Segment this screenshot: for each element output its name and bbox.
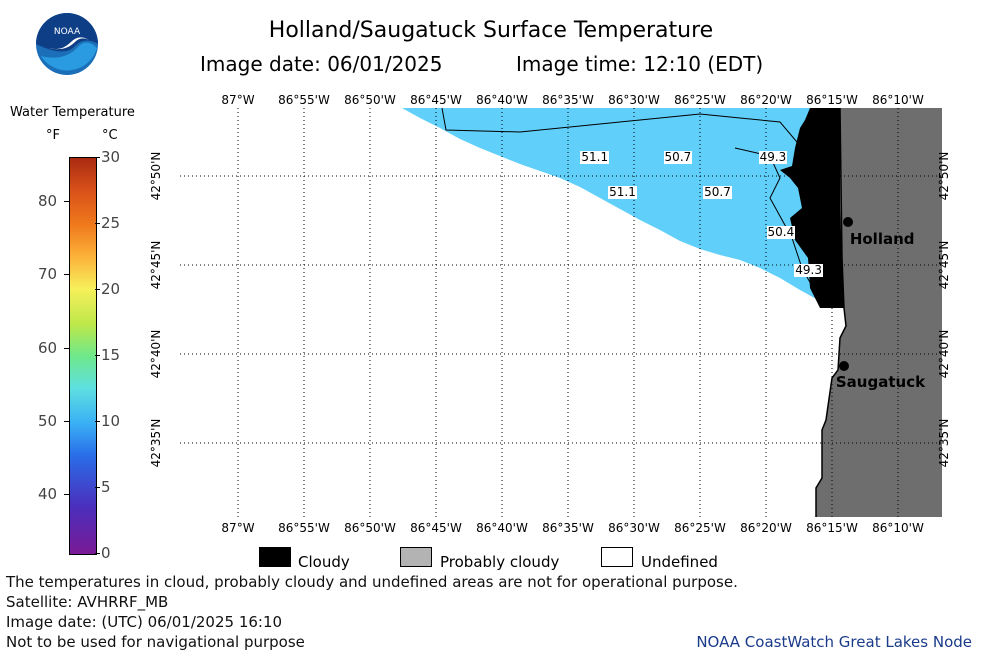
longitude-label-top: 86°35'W — [542, 93, 594, 107]
longitude-label-top: 86°10'W — [872, 93, 924, 107]
fahrenheit-tick: 60 — [38, 338, 58, 357]
probably-cloudy-swatch — [400, 547, 432, 567]
latitude-label-left: 42°45'N — [149, 240, 163, 290]
latitude-label-left: 42°50'N — [149, 151, 163, 201]
city-label: Holland — [849, 230, 915, 249]
celsius-tick-mark — [95, 553, 100, 554]
map-canvas — [180, 107, 942, 517]
longitude-label-bottom: 86°20'W — [740, 521, 792, 535]
fahrenheit-tick-mark — [64, 347, 69, 349]
fahrenheit-tick-mark — [64, 494, 69, 496]
celsius-tick-mark — [95, 223, 100, 224]
longitude-label-bottom: 86°40'W — [476, 521, 528, 535]
celsius-tick: 30 — [101, 148, 121, 166]
longitude-label-top: 86°25'W — [674, 93, 726, 107]
longitude-label-bottom: 86°15'W — [806, 521, 858, 535]
fahrenheit-tick: 40 — [38, 485, 58, 504]
map-title: Holland/Saugatuck Surface Temperature — [268, 18, 714, 43]
unit-celsius: °C — [102, 128, 118, 143]
fahrenheit-tick: 50 — [38, 412, 58, 430]
credit-line: NOAA CoastWatch Great Lakes Node — [696, 633, 972, 651]
water-region — [402, 108, 835, 308]
image-date: Image date: 06/01/2025 — [200, 52, 443, 76]
longitude-label-top: 86°45'W — [410, 93, 462, 107]
utc-date: Image date: (UTC) 06/01/2025 16:10 — [6, 613, 283, 631]
cloud-region — [780, 108, 845, 308]
celsius-tick-mark — [95, 289, 100, 290]
temperature-label: 50.7 — [663, 150, 693, 165]
latitude-label-right: 42°35'N — [937, 418, 951, 468]
disclaimer-note: The temperatures in cloud, probably clou… — [6, 573, 738, 591]
celsius-tick: 10 — [101, 412, 121, 430]
longitude-label-bottom: 86°35'W — [542, 521, 594, 535]
temperature-label: 49.3 — [758, 150, 788, 165]
fahrenheit-tick: 70 — [38, 265, 58, 284]
colorbar — [69, 157, 97, 555]
land-region — [816, 108, 942, 517]
probably-cloudy-label: Probably cloudy — [440, 553, 560, 571]
temperature-label: 51.1 — [580, 150, 610, 165]
undefined-swatch — [601, 547, 633, 567]
cloudy-label: Cloudy — [298, 553, 350, 571]
latitude-label-left: 42°40'N — [149, 329, 163, 379]
celsius-tick-mark — [95, 355, 100, 356]
colorbar-title: Water Temperature — [10, 105, 135, 120]
longitude-label-bottom: 86°30'W — [608, 521, 660, 535]
longitude-label-top: 86°30'W — [608, 93, 660, 107]
fahrenheit-tick-mark — [64, 201, 69, 202]
image-time: Image time: 12:10 (EDT) — [516, 52, 764, 76]
longitude-label-top: 87°W — [221, 93, 255, 107]
longitude-label-bottom: 86°50'W — [344, 521, 396, 535]
celsius-tick-mark — [95, 421, 100, 422]
temperature-label: 49.3 — [794, 263, 823, 278]
longitude-label-top: 86°20'W — [740, 93, 792, 107]
noaa-logo-icon: NOAA — [36, 13, 98, 75]
latitude-label-right: 42°40'N — [937, 329, 951, 379]
longitude-label-bottom: 87°W — [221, 521, 255, 535]
map-area — [180, 107, 942, 517]
svg-text:NOAA: NOAA — [54, 27, 81, 37]
celsius-tick: 0 — [101, 544, 111, 562]
longitude-label-top: 86°55'W — [278, 93, 330, 107]
longitude-label-bottom: 86°25'W — [674, 521, 726, 535]
longitude-label-top: 86°50'W — [344, 93, 396, 107]
undefined-label: Undefined — [641, 553, 718, 571]
fahrenheit-tick-mark — [64, 274, 69, 276]
celsius-tick-mark — [95, 487, 100, 488]
latitude-label-right: 42°45'N — [937, 240, 951, 290]
celsius-tick-mark — [95, 157, 100, 158]
longitude-label-top: 86°15'W — [806, 93, 858, 107]
latitude-label-right: 42°50'N — [937, 151, 951, 201]
satellite-info: Satellite: AVHRRF_MB — [6, 593, 169, 611]
celsius-tick: 25 — [101, 214, 121, 232]
longitude-label-bottom: 86°10'W — [872, 521, 924, 535]
fahrenheit-tick: 80 — [38, 192, 58, 210]
unit-fahrenheit: °F — [46, 128, 60, 143]
city-label: Saugatuck — [835, 373, 926, 392]
fahrenheit-tick-mark — [64, 421, 69, 422]
noaa-logo: NOAA — [35, 12, 99, 76]
celsius-tick: 15 — [101, 346, 121, 364]
longitude-label-bottom: 86°55'W — [278, 521, 330, 535]
longitude-label-bottom: 86°45'W — [410, 521, 462, 535]
temperature-label: 51.1 — [608, 185, 637, 200]
temperature-label: 50.4 — [766, 224, 796, 239]
city-marker — [838, 361, 849, 372]
temperature-label: 50.7 — [703, 185, 732, 200]
cloudy-swatch — [259, 547, 291, 567]
celsius-tick: 20 — [101, 280, 121, 298]
city-marker — [842, 217, 853, 228]
celsius-tick: 5 — [101, 478, 111, 496]
latitude-label-left: 42°35'N — [149, 418, 163, 468]
longitude-label-top: 86°40'W — [476, 93, 528, 107]
navigation-warning: Not to be used for navigational purpose — [6, 633, 305, 651]
